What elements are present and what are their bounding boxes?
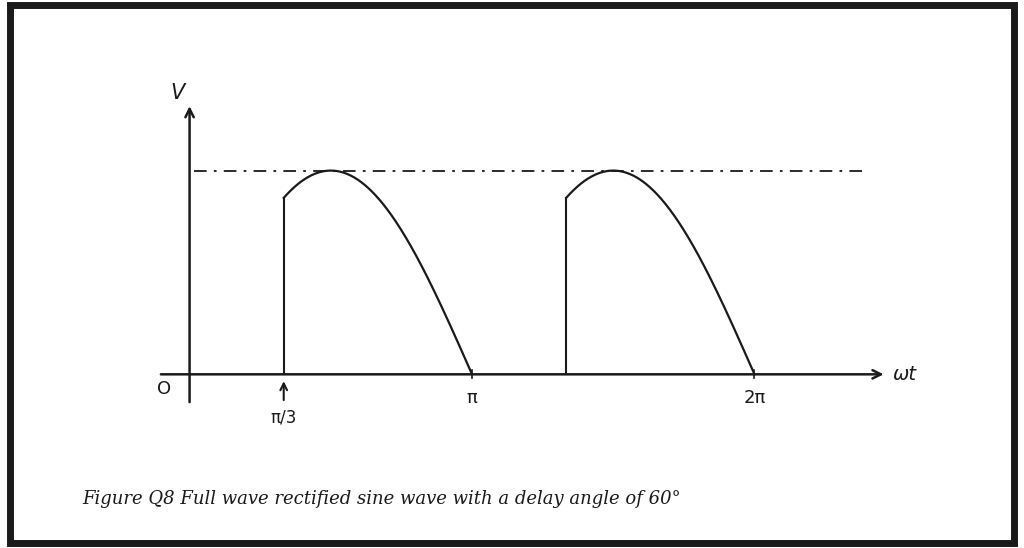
- Text: ωt: ωt: [893, 365, 916, 384]
- Text: V: V: [171, 83, 185, 104]
- Text: π: π: [467, 389, 477, 407]
- Text: π/3: π/3: [270, 409, 297, 427]
- Text: Figure Q8 Full wave rectified sine wave with a delay angle of 60°: Figure Q8 Full wave rectified sine wave …: [82, 490, 681, 507]
- Text: O: O: [158, 380, 171, 398]
- Text: 2π: 2π: [743, 389, 766, 407]
